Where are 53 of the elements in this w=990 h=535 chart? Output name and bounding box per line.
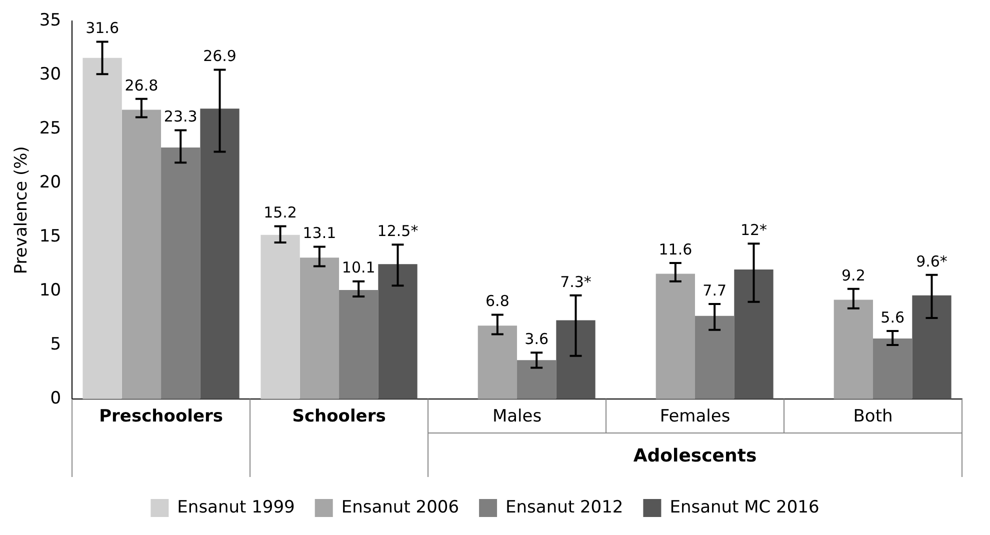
x-tick-label: Females: [660, 406, 730, 427]
legend-label: Ensanut 2006: [341, 497, 460, 518]
x-tick-label: Schoolers: [292, 406, 386, 427]
data-label: 5.6: [880, 308, 905, 326]
text: Adolescents: [633, 446, 757, 467]
bar: [378, 264, 418, 399]
data-label: 11.6: [658, 240, 692, 258]
bar: [339, 290, 378, 399]
bar: [517, 360, 556, 399]
legend-label: Ensanut MC 2016: [670, 497, 820, 518]
data-label: 23.3: [164, 108, 198, 126]
y-tick-label: 20: [39, 172, 62, 193]
y-tick-label: 0: [50, 388, 62, 408]
x-tick-label: Males: [492, 406, 542, 427]
data-label: 9.2: [841, 266, 866, 284]
bar: [161, 147, 200, 399]
bar: [734, 269, 774, 399]
y-tick-label: 35: [39, 10, 62, 31]
bar: [200, 108, 240, 399]
data-label: 7.7: [702, 281, 727, 300]
data-label: 3.6: [524, 330, 549, 348]
bar: [556, 320, 596, 399]
y-tick-label: 5: [50, 334, 62, 354]
bar: [82, 58, 122, 399]
y-tick-label: 30: [39, 64, 62, 85]
bar: [656, 274, 696, 399]
data-label: 9.6*: [916, 252, 948, 270]
bar: [260, 234, 300, 399]
data-label: 26.9: [203, 47, 236, 66]
y-axis-title: Prevalence (%): [12, 146, 32, 274]
bar: [912, 295, 952, 399]
data-label: 31.6: [86, 19, 119, 38]
bar: [300, 258, 340, 399]
legend-label: Ensanut 1999: [177, 497, 295, 518]
data-label: 7.3*: [560, 272, 592, 291]
y-tick-label: 25: [39, 118, 62, 139]
data-label: 26.8: [124, 76, 158, 94]
data-label: 10.1: [342, 258, 376, 277]
bar: [695, 316, 734, 399]
x-tick-label: Both: [853, 406, 893, 427]
bar: [834, 300, 874, 399]
data-label: 15.2: [264, 204, 297, 222]
y-tick-label: 10: [39, 280, 62, 300]
legend-label: Ensanut 2012: [506, 497, 624, 518]
y-tick-label: 15: [39, 226, 62, 247]
data-label: 6.8: [486, 292, 510, 310]
data-label: 12*: [740, 220, 768, 239]
data-label: 12.5*: [377, 222, 419, 240]
data-label: 13.1: [302, 224, 336, 242]
bar: [122, 110, 162, 399]
bar: [478, 326, 518, 399]
bar: [873, 338, 912, 399]
x-tick-label: Preschoolers: [99, 406, 223, 427]
